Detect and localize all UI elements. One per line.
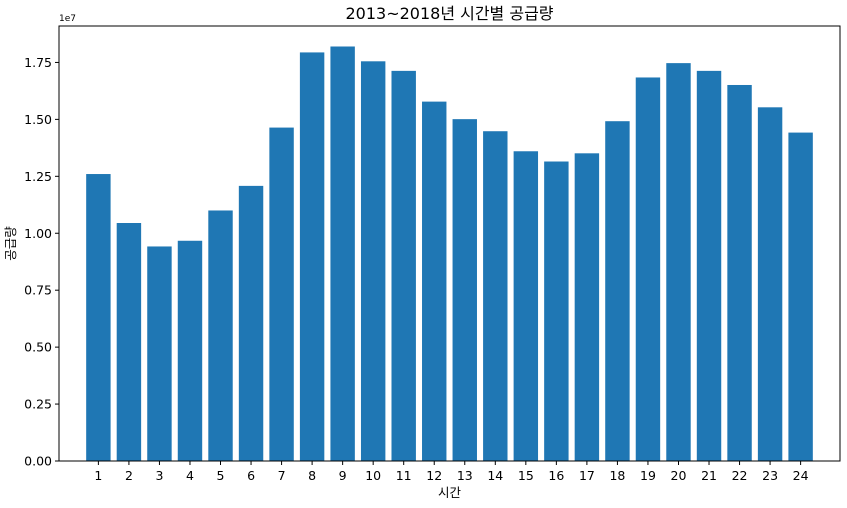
bars-group [86,46,813,462]
bar-22 [727,84,752,461]
x-tick-label: 11 [396,468,412,483]
x-tick-label: 5 [217,468,225,483]
bar-24 [788,132,813,462]
bar-9 [330,46,355,462]
bar-21 [696,70,722,462]
bar-20 [666,63,691,461]
bar-17 [574,153,600,461]
x-tick-label: 18 [609,468,625,483]
x-tick-label: 15 [518,468,534,483]
y-tick-label: 1.50 [24,112,52,127]
bar-16 [544,161,569,461]
x-tick-label: 22 [732,468,748,483]
bar-15 [513,151,539,461]
bar-12 [422,101,447,462]
bar-14 [483,131,508,461]
x-tick-label: 7 [278,468,286,483]
bar-11 [391,70,416,462]
bar-13 [452,119,477,461]
x-tick-label: 3 [155,468,163,483]
bar-6 [238,185,264,461]
x-tick-label: 20 [671,468,687,483]
plot-frame [58,25,841,462]
x-tick-label: 9 [339,468,347,483]
y-axis-ticks: 0.00 0.25 0.50 0.75 1.00 1.25 1.50 1.75 [24,55,59,469]
x-tick-label: 21 [701,468,717,483]
bar-5 [208,210,233,461]
bar-1 [86,174,111,461]
y-tick-label: 0.50 [24,340,52,355]
x-tick-label: 4 [186,468,194,483]
bar-4 [177,240,203,461]
y-axis-label: 공급량 [3,226,18,261]
bar-7 [269,127,294,461]
bar-19 [635,77,661,462]
y-tick-label: 0.75 [24,283,52,298]
x-tick-label: 23 [762,468,778,483]
x-tick-label: 6 [247,468,255,483]
chart-title: 2013~2018년 시간별 공급량 [345,4,553,23]
bar-23 [757,107,783,462]
x-tick-label: 1 [94,468,102,483]
y-tick-label: 0.00 [24,454,52,469]
y-tick-label: 1.25 [24,169,52,184]
x-tick-label: 17 [579,468,595,483]
bar-18 [605,121,630,462]
x-tick-label: 14 [487,468,503,483]
bar-3 [147,246,172,461]
x-tick-label: 8 [308,468,316,483]
x-tick-label: 10 [365,468,381,483]
x-tick-label: 24 [793,468,809,483]
x-tick-label: 12 [426,468,442,483]
x-tick-label: 19 [640,468,656,483]
x-tick-label: 16 [548,468,564,483]
y-tick-label: 0.25 [24,397,52,412]
bar-2 [116,223,142,461]
y-tick-label: 1.00 [24,226,52,241]
x-axis-ticks: 1 2 3 4 5 6 7 8 9 10 11 12 13 14 15 16 17 18 19 20 21 22 23 24 [94,461,809,483]
y-tick-label: 1.75 [24,55,52,70]
bar-10 [360,61,386,461]
x-tick-label: 2 [125,468,133,483]
bar-8 [299,52,325,461]
y-axis-exponent-label: 1e7 [59,14,76,24]
x-axis-label: 시간 [438,485,462,500]
x-tick-label: 13 [457,468,473,483]
